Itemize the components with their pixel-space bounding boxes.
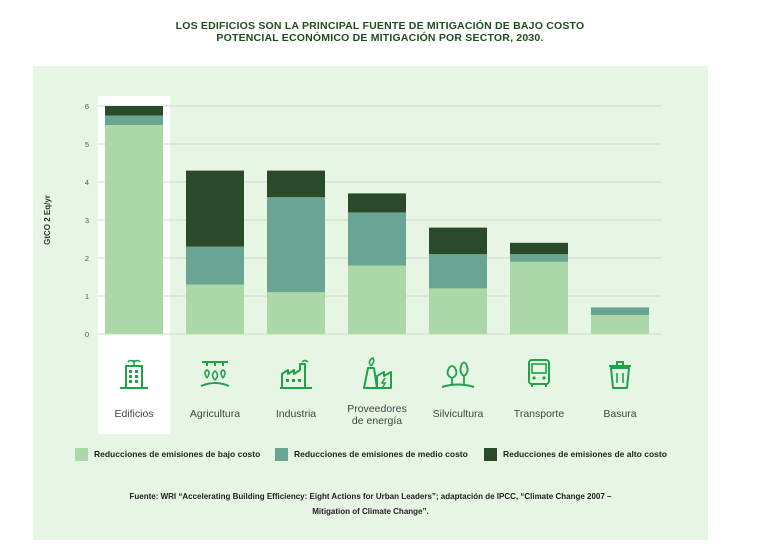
legend-label-low: Reducciones de emisiones de bajo costo [94,449,261,459]
legend-label-medium: Reducciones de emisiones de medio costo [294,449,468,459]
bar-low-cost [267,292,325,334]
source-line-2: Mitigation of Climate Change”. [312,507,429,516]
category-label-line: Silvicultura [432,408,484,420]
legend-swatch-medium [275,447,288,461]
category-label-line: Transporte [513,408,565,420]
bar-low-cost [591,315,649,334]
chart-svg: 0 1 2 3 4 5 6 GtCO 2 Eq/yr [43,96,661,434]
bar-medium-cost [267,197,325,293]
category-label: Agricultura [170,408,260,420]
legend-medium-cost: Reducciones de emisiones de medio costo [275,447,468,461]
building-icon [120,359,148,389]
bar-medium-cost [429,254,487,289]
chart-title-line-2: POTENCIAL ECONÓMICO DE MITIGACIÓN POR SE… [216,32,544,44]
y-tick-label: 0 [85,330,89,339]
chart-panel: 0 1 2 3 4 5 6 GtCO 2 Eq/yr Edificios Agricultura… [33,66,708,540]
category-label-line: Proveedores [347,403,407,415]
bar-medium-cost [105,115,163,125]
chart-title-line-1: LOS EDIFICIOS SON LA PRINCIPAL FUENTE DE… [175,20,585,32]
bar-low-cost [186,284,244,334]
bar-high-cost [186,170,244,247]
bar-high-cost [348,193,406,213]
bus-icon [528,359,550,387]
bar-low-cost [510,261,568,334]
y-tick-label: 4 [85,178,89,187]
y-tick-label: 5 [85,140,89,149]
legend-high-cost: Reducciones de emisiones de alto costo [484,447,667,461]
category-label-line: Basura [603,408,637,420]
y-tick-label: 3 [85,216,89,225]
category-label-line: de energía [351,415,403,427]
bar-low-cost [105,125,163,334]
bar-low-cost [348,265,406,334]
trash-bin-icon [609,361,631,389]
legend-swatch-low [75,447,88,461]
bar-high-cost [510,242,568,255]
bar-medium-cost [591,307,649,315]
category-label-line: Agricultura [189,408,241,420]
agriculture-icon [200,361,230,387]
category-label: Silvicultura [413,408,503,420]
category-label: Edificios [89,408,179,420]
legend-low-cost: Reducciones de emisiones de bajo costo [75,447,260,461]
category-label: Proveedores de energía [332,403,422,427]
legend-swatch-high [484,447,497,461]
power-plant-icon [363,356,392,389]
bar-high-cost [429,227,487,255]
y-tick-label: 2 [85,254,89,263]
category-label-line: Edificios [114,408,154,420]
bar-medium-cost [510,254,568,262]
bar-medium-cost [348,212,406,266]
category-label: Basura [575,408,665,420]
bar-medium-cost [186,246,244,285]
source-line-1: Fuente: WRI “Accelerating Building Effic… [129,492,612,501]
bar-high-cost [105,106,163,116]
forest-icon [441,361,475,388]
bar-low-cost [429,288,487,334]
factory-icon [280,359,312,389]
category-label: Transporte [494,408,584,420]
y-tick-label: 6 [85,102,89,111]
legend-label-high: Reducciones de emisiones de alto costo [503,449,667,459]
y-axis-label: GtCO 2 Eq/yr [43,195,52,245]
category-label-line: Industria [275,408,317,420]
bar-high-cost [267,170,325,198]
y-tick-label: 1 [85,292,89,301]
category-label: Industria [251,408,341,420]
